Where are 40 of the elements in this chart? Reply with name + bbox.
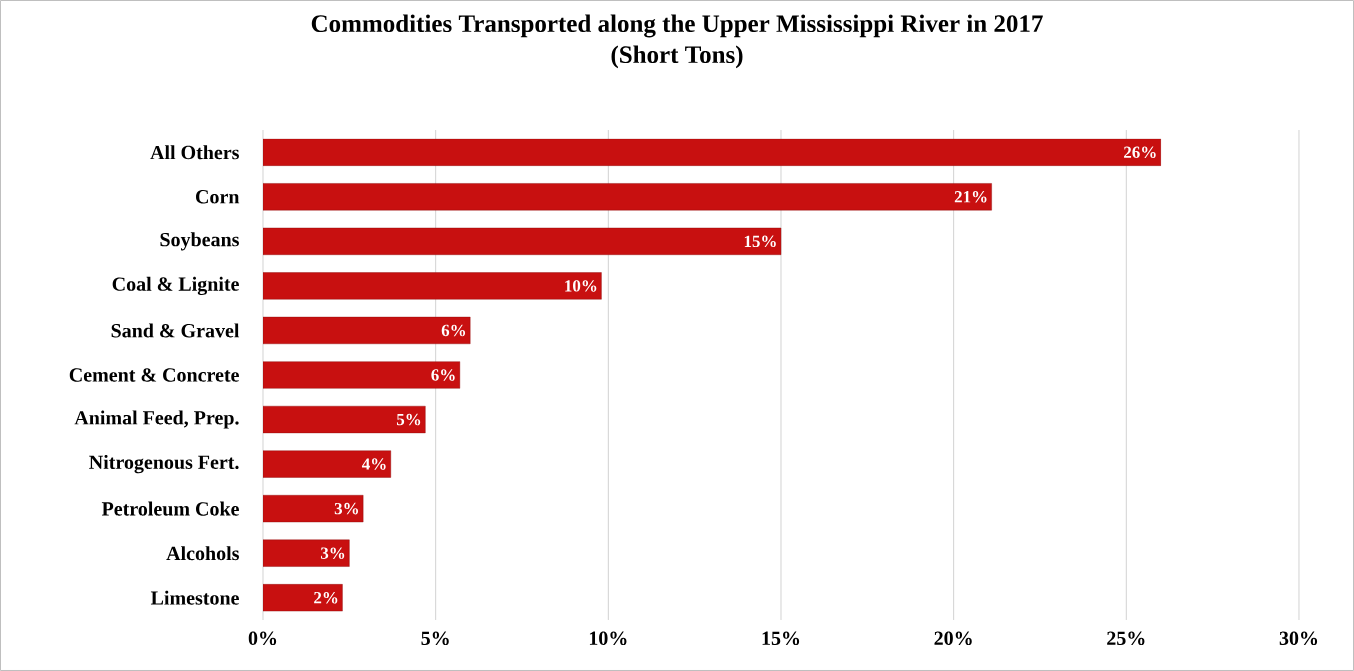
data-label: 21% bbox=[954, 191, 987, 203]
data-label: 26% bbox=[1124, 146, 1156, 159]
bar bbox=[263, 316, 471, 345]
x-tick-label: 10% bbox=[589, 631, 627, 646]
bar bbox=[263, 450, 391, 478]
x-tick-label: 15% bbox=[762, 631, 800, 646]
bar bbox=[263, 272, 602, 300]
bar bbox=[263, 183, 992, 211]
x-tick-label: 25% bbox=[1107, 631, 1145, 646]
data-label: 15% bbox=[744, 235, 776, 248]
y-tick-label: Limestone bbox=[150, 590, 239, 605]
x-tick-label: 30% bbox=[1279, 631, 1318, 646]
y-tick-label: Alcohols bbox=[166, 546, 239, 561]
chart-subtitle: (Short Tons) bbox=[611, 45, 743, 69]
x-tick-label: 5% bbox=[421, 631, 449, 646]
y-tick-label: All Others bbox=[150, 145, 239, 160]
data-label: 4% bbox=[361, 458, 386, 470]
chart-title: Commodities Transported along the Upper Mississippi River in 2017 bbox=[311, 14, 1043, 38]
y-tick-label: Animal Feed, Prep. bbox=[74, 410, 239, 429]
y-tick-label: Cement & Concrete bbox=[69, 368, 239, 382]
bar bbox=[263, 138, 1162, 166]
data-label: 6% bbox=[441, 324, 466, 337]
y-tick-label: Corn bbox=[196, 190, 240, 204]
y-tick-label: Coal & Lignite bbox=[112, 276, 239, 296]
bar bbox=[263, 227, 782, 255]
data-label: 3% bbox=[320, 547, 345, 559]
y-tick-label: Soybeans bbox=[160, 232, 239, 251]
bar bbox=[263, 361, 461, 389]
y-tick-label: Petroleum Coke bbox=[101, 501, 239, 516]
y-tick-label: Nitrogenous Fert. bbox=[89, 454, 239, 474]
data-label: 6% bbox=[431, 369, 455, 381]
data-label: 5% bbox=[396, 413, 421, 426]
data-label: 10% bbox=[565, 280, 597, 292]
y-tick-label: Sand & Gravel bbox=[111, 323, 240, 338]
data-label: 3% bbox=[334, 502, 359, 515]
x-tick-label: 20% bbox=[934, 631, 972, 646]
bar bbox=[263, 539, 350, 567]
x-tick-label: 0% bbox=[248, 631, 277, 646]
data-label: 2% bbox=[314, 591, 338, 604]
bar bbox=[263, 405, 426, 434]
